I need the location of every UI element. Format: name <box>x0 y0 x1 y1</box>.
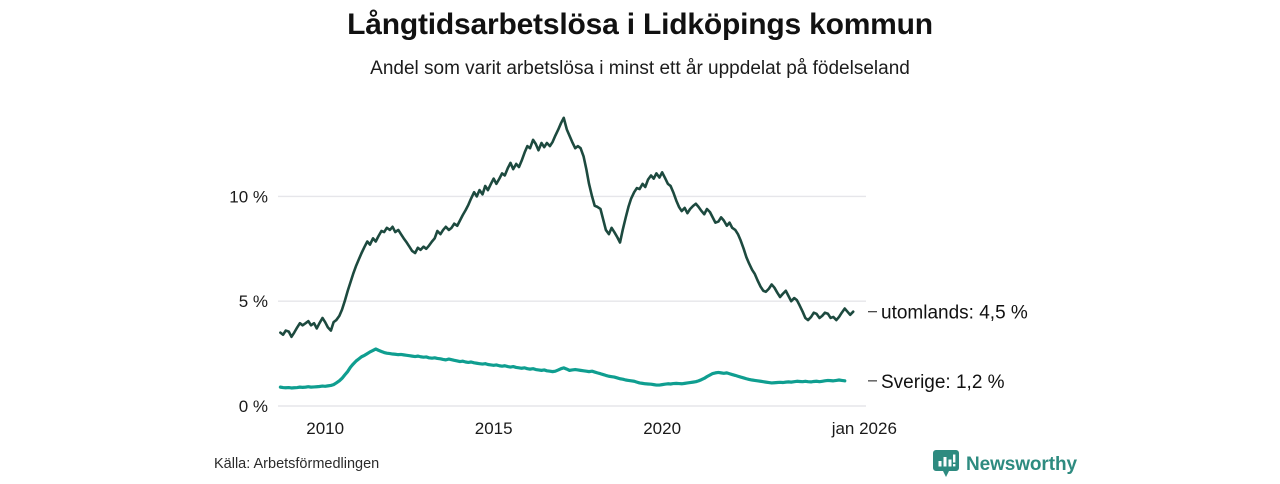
gridlines <box>278 195 866 407</box>
series-line-sverige <box>278 347 847 390</box>
series-labels: utomlands: 4,5 % Sverige: 1,2 % <box>881 303 1028 393</box>
x-axis-tick-label: 2010 <box>306 419 344 438</box>
page-title: Långtidsarbetslösa i Lidköpings kommun <box>347 8 933 41</box>
x-axis-ticks: 2010 2015 2020 jan 2026 <box>306 419 897 438</box>
y-axis-tick-label: 5 % <box>239 292 268 311</box>
x-axis-tick-label: 2015 <box>475 419 513 438</box>
x-axis-tick-label: 2020 <box>643 419 681 438</box>
bar-chart-pin-icon <box>933 450 959 479</box>
series-line-utomlands <box>279 116 855 339</box>
newsworthy-logo[interactable]: Newsworthy <box>933 450 1077 479</box>
series-label-utomlands: utomlands: 4,5 % <box>881 303 1028 324</box>
y-axis-tick-label: 10 % <box>229 187 268 206</box>
series-leaders <box>868 311 877 382</box>
series-lines <box>278 116 855 390</box>
page-subtitle: Andel som varit arbetslösa i minst ett å… <box>370 58 910 79</box>
series-label-sverige: Sverige: 1,2 % <box>881 372 1005 393</box>
y-axis-ticks: 0 % 5 % 10 % <box>229 187 268 416</box>
y-axis-tick-label: 0 % <box>239 397 268 416</box>
logo-wordmark: Newsworthy <box>966 453 1077 475</box>
x-axis-tick-label: jan 2026 <box>831 419 897 438</box>
source-note: Källa: Arbetsförmedlingen <box>214 456 380 472</box>
